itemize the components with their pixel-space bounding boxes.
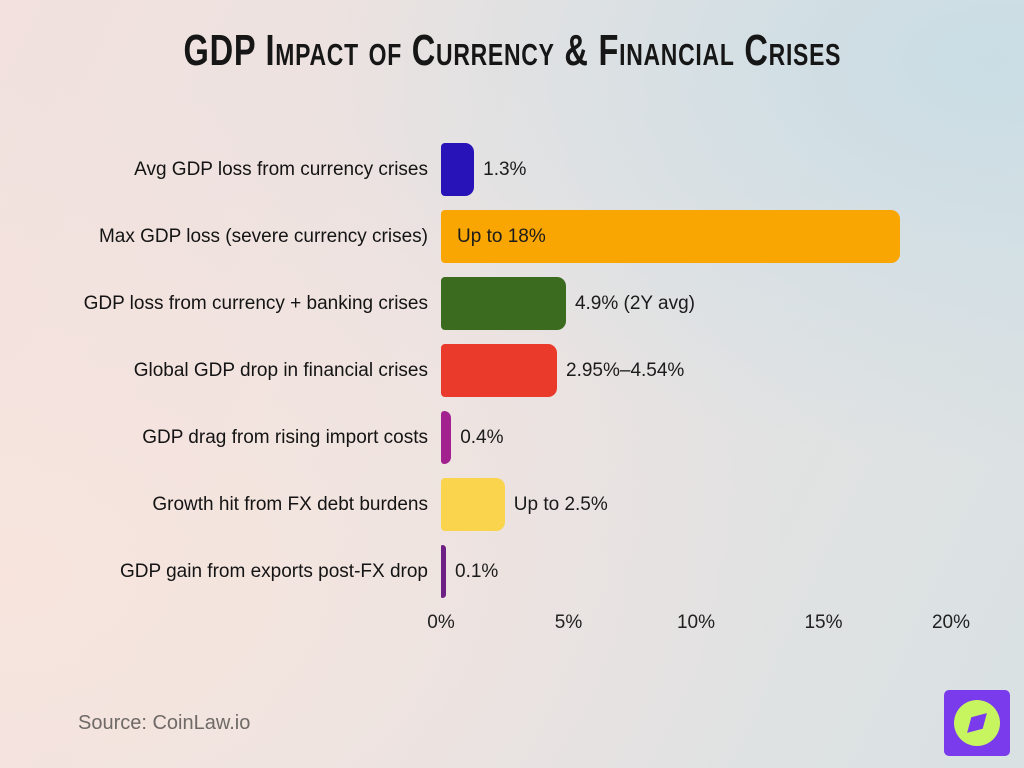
category-label: Global GDP drop in financial crises (133, 359, 428, 381)
category-label: Avg GDP loss from currency crises (134, 158, 428, 180)
bar-row: GDP loss from currency + banking crises … (0, 277, 951, 330)
bar (441, 143, 475, 196)
x-axis-tick: 15% (804, 612, 843, 633)
bar (441, 344, 558, 397)
bar (441, 478, 505, 531)
value-label: Up to 2.5% (513, 494, 608, 515)
coinlaw-logo (944, 690, 1010, 756)
bar (441, 277, 566, 330)
source-text: Source: CoinLaw.io (78, 712, 251, 734)
category-label: GDP gain from exports post-FX drop (120, 560, 428, 582)
x-axis: 0% 5% 10% 15% 20% (427, 612, 970, 638)
category-label: Max GDP loss (severe currency crises) (98, 225, 428, 247)
bar-track: 2.95%–4.54% (441, 344, 951, 397)
bar-chart: Avg GDP loss from currency crises 1.3% M… (0, 143, 970, 638)
bar-row: GDP drag from rising import costs 0.4% (0, 411, 951, 464)
bar (441, 210, 900, 263)
x-axis-tick: 5% (554, 612, 583, 633)
bar (441, 545, 446, 598)
compass-icon (944, 690, 1010, 756)
bar-track: 1.3% (441, 143, 951, 196)
bar-track: 4.9% (2Y avg) (441, 277, 951, 330)
bar-row: Global GDP drop in financial crises 2.95… (0, 344, 951, 397)
bar-track: 0.1% (441, 545, 951, 598)
category-label: Growth hit from FX debt burdens (152, 493, 428, 515)
x-axis-tick: 10% (676, 612, 716, 633)
bar-track: Up to 18% (441, 210, 951, 263)
bar-track: Up to 2.5% (441, 478, 951, 531)
value-label: 4.9% (2Y avg) (574, 293, 695, 314)
bar (441, 411, 452, 464)
title-bar: GDP Impact of Currency & Financial Crise… (0, 0, 1024, 76)
bar-row: GDP gain from exports post-FX drop 0.1% (0, 545, 951, 598)
bar-rows: Avg GDP loss from currency crises 1.3% M… (0, 143, 951, 598)
value-label: 0.4% (460, 427, 504, 448)
bar-row: Growth hit from FX debt burdens Up to 2.… (0, 478, 951, 531)
bar-track: 0.4% (441, 411, 951, 464)
bar-row: Avg GDP loss from currency crises 1.3% (0, 143, 951, 196)
bar-row: Max GDP loss (severe currency crises) Up… (0, 210, 951, 263)
value-label: 1.3% (483, 159, 527, 180)
value-label: Up to 18% (457, 226, 546, 247)
category-label: GDP drag from rising import costs (142, 426, 428, 448)
value-label: 0.1% (455, 561, 499, 582)
category-label: GDP loss from currency + banking crises (83, 292, 428, 314)
value-label: 2.95%–4.54% (566, 360, 685, 381)
x-axis-tick: 0% (427, 612, 455, 633)
x-axis-tick: 20% (931, 612, 971, 633)
page-title: GDP Impact of Currency & Financial Crise… (183, 26, 841, 75)
